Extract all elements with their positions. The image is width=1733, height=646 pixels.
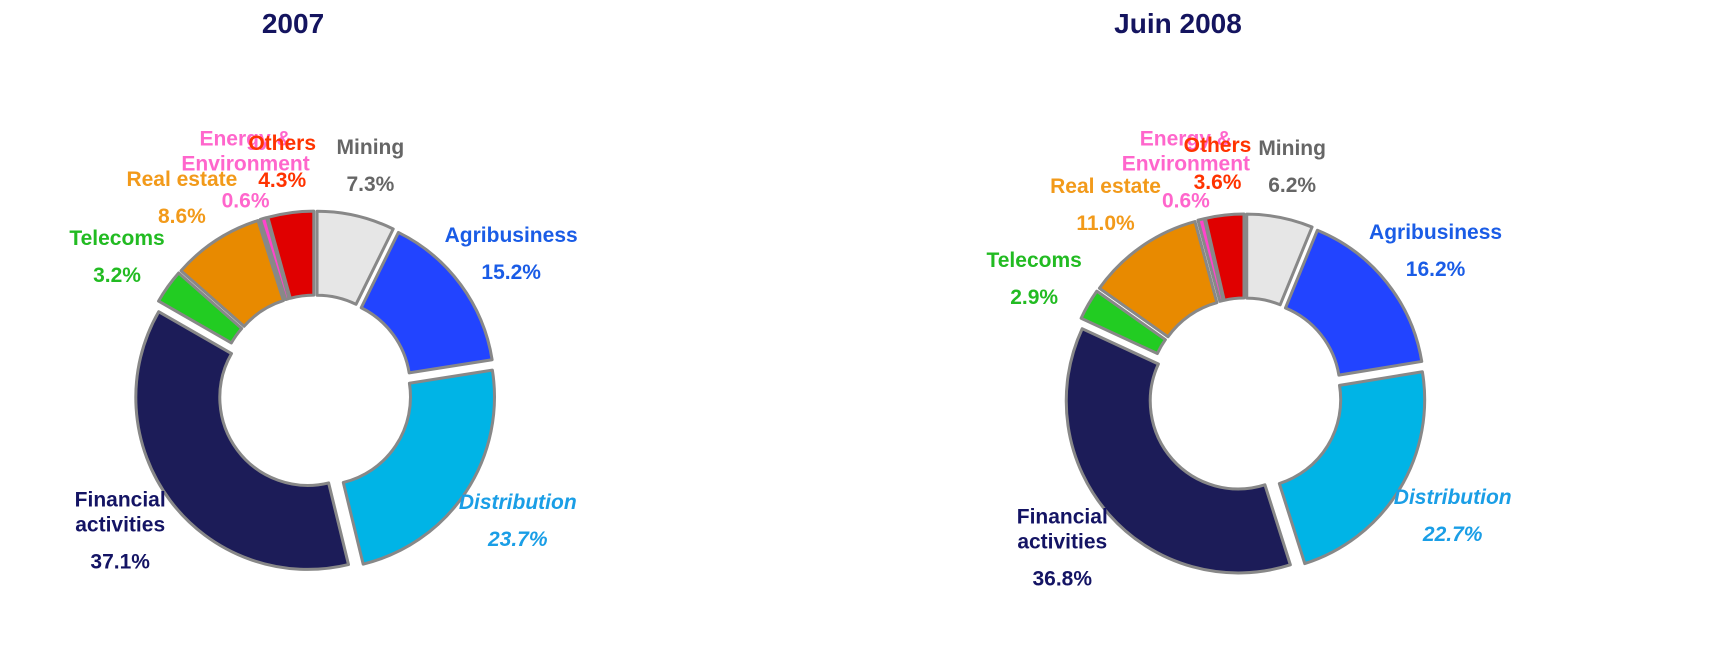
slice xyxy=(1245,212,1314,307)
category-name: Others xyxy=(248,132,317,156)
value-label: 16.2% xyxy=(1405,257,1466,281)
category-name: Telecoms xyxy=(986,248,1082,272)
value-label: 3.2% xyxy=(93,263,141,287)
slice xyxy=(179,219,285,328)
value-label: 0.6% xyxy=(221,189,270,213)
value-label: 8.6% xyxy=(157,204,206,228)
category-name: Financial activities xyxy=(1016,505,1108,554)
slice xyxy=(157,271,244,345)
slice-label: Telecoms 2.9% xyxy=(959,248,1109,310)
slice-label: Financial activities 37.1% xyxy=(45,488,195,575)
chart-title: 2007 xyxy=(261,8,325,39)
category-name: Others xyxy=(1183,134,1252,158)
slice xyxy=(1203,212,1246,302)
slice-label: Energy & Environment 0.6% xyxy=(1111,126,1261,213)
value-label: 2.9% xyxy=(1010,285,1059,309)
value-label: 37.1% xyxy=(90,550,150,574)
slice-label: Others 4.3% xyxy=(207,131,357,193)
value-label: 3.6% xyxy=(1193,171,1242,195)
slice-label: Telecoms 3.2% xyxy=(42,226,192,288)
value-label: 7.3% xyxy=(346,173,395,197)
category-name: Distribution xyxy=(458,490,577,514)
slice-label: Others 3.6% xyxy=(1143,133,1293,195)
value-label: 0.6% xyxy=(1161,189,1210,213)
category-name: Agribusiness xyxy=(1369,220,1503,244)
slice-label: Mining 7.3% xyxy=(295,135,445,197)
slice-label: Real estate 8.6% xyxy=(107,167,257,229)
slice xyxy=(266,209,316,300)
slice-label: Energy & Environment 0.6% xyxy=(171,126,321,213)
category-name: Distribution xyxy=(1393,486,1512,510)
slice xyxy=(315,209,395,306)
category-name: Mining xyxy=(1258,137,1326,161)
category-name: Telecoms xyxy=(69,226,165,250)
slice xyxy=(1079,289,1167,356)
slice-label: Distribution 22.7% xyxy=(1378,485,1528,547)
value-label: 36.8% xyxy=(1032,567,1093,591)
slice-label: Financial activities 36.8% xyxy=(987,505,1137,592)
slice-label: Distribution 23.7% xyxy=(443,490,593,552)
slice-label: Real estate 11.0% xyxy=(1031,174,1181,236)
slice-label: Mining 6.2% xyxy=(1217,136,1367,198)
value-label: 4.3% xyxy=(258,169,307,193)
slice-label: Agribusiness 16.2% xyxy=(1361,220,1511,282)
category-name: Energy & Environment xyxy=(1121,127,1251,176)
value-label: 22.7% xyxy=(1422,523,1483,547)
category-name: Mining xyxy=(336,136,405,160)
slice xyxy=(341,368,496,566)
value-label: 6.2% xyxy=(1268,174,1317,198)
value-label: 23.7% xyxy=(487,527,548,551)
slice xyxy=(1064,327,1292,575)
slice xyxy=(134,310,350,571)
category-name: Agribusiness xyxy=(444,224,578,248)
slice xyxy=(1277,370,1427,566)
slice xyxy=(359,230,494,375)
value-label: 15.2% xyxy=(481,261,541,285)
value-label: 11.0% xyxy=(1076,211,1135,235)
slice xyxy=(1097,220,1219,339)
category-name: Real estate xyxy=(1050,174,1161,198)
chart-title: Juin 2008 xyxy=(1114,8,1242,39)
slice xyxy=(1283,228,1424,377)
category-name: Financial activities xyxy=(74,488,166,537)
category-name: Real estate xyxy=(126,167,238,191)
category-name: Energy & Environment xyxy=(181,127,310,176)
slice-label: Agribusiness 15.2% xyxy=(436,223,586,285)
